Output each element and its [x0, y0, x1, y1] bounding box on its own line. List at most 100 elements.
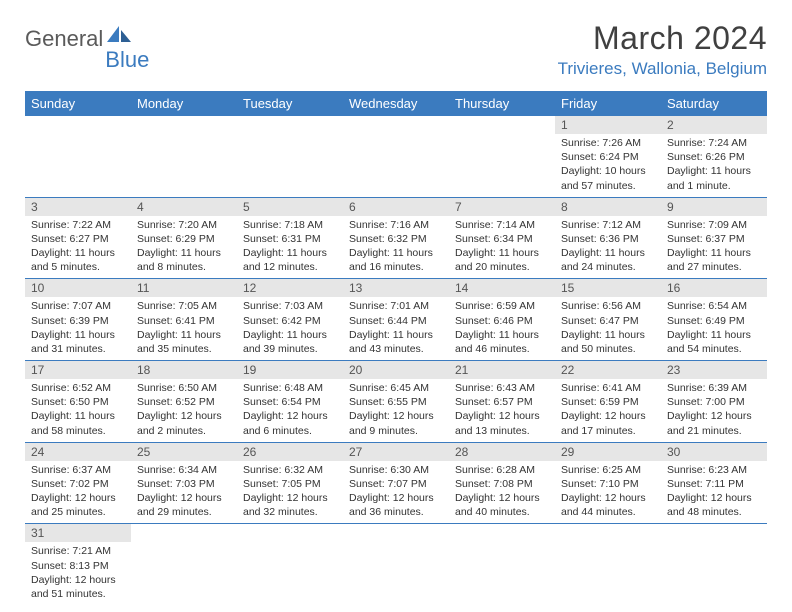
day-number: 16 [661, 279, 767, 297]
sunset-text: Sunset: 6:39 PM [31, 314, 125, 328]
daylight-text: Daylight: 11 hours and 8 minutes. [137, 246, 231, 274]
sunset-text: Sunset: 7:10 PM [561, 477, 655, 491]
day-number [131, 116, 237, 134]
cell-body [131, 542, 237, 548]
sunset-text: Sunset: 6:37 PM [667, 232, 761, 246]
day-header: Thursday [449, 91, 555, 116]
calendar-week-row: 24Sunrise: 6:37 AMSunset: 7:02 PMDayligh… [25, 442, 767, 524]
day-number [237, 524, 343, 542]
location-label: Trivieres, Wallonia, Belgium [558, 59, 767, 79]
calendar-cell [343, 524, 449, 605]
daylight-text: Daylight: 11 hours and 16 minutes. [349, 246, 443, 274]
day-number [25, 116, 131, 134]
daylight-text: Daylight: 12 hours and 25 minutes. [31, 491, 125, 519]
day-header: Sunday [25, 91, 131, 116]
calendar-cell [661, 524, 767, 605]
cell-body: Sunrise: 6:54 AMSunset: 6:49 PMDaylight:… [661, 297, 767, 360]
sunrise-text: Sunrise: 7:24 AM [667, 136, 761, 150]
cell-body: Sunrise: 7:07 AMSunset: 6:39 PMDaylight:… [25, 297, 131, 360]
sunset-text: Sunset: 7:08 PM [455, 477, 549, 491]
daylight-text: Daylight: 12 hours and 9 minutes. [349, 409, 443, 437]
cell-body: Sunrise: 6:32 AMSunset: 7:05 PMDaylight:… [237, 461, 343, 524]
sunset-text: Sunset: 7:00 PM [667, 395, 761, 409]
cell-body [237, 542, 343, 548]
daylight-text: Daylight: 12 hours and 6 minutes. [243, 409, 337, 437]
sunset-text: Sunset: 6:52 PM [137, 395, 231, 409]
calendar-cell [555, 524, 661, 605]
daylight-text: Daylight: 12 hours and 51 minutes. [31, 573, 125, 601]
day-number: 24 [25, 443, 131, 461]
sunrise-text: Sunrise: 7:03 AM [243, 299, 337, 313]
cell-body: Sunrise: 6:23 AMSunset: 7:11 PMDaylight:… [661, 461, 767, 524]
calendar-cell: 7Sunrise: 7:14 AMSunset: 6:34 PMDaylight… [449, 197, 555, 279]
sunrise-text: Sunrise: 7:09 AM [667, 218, 761, 232]
sunset-text: Sunset: 6:32 PM [349, 232, 443, 246]
sunset-text: Sunset: 6:26 PM [667, 150, 761, 164]
calendar-week-row: 3Sunrise: 7:22 AMSunset: 6:27 PMDaylight… [25, 197, 767, 279]
day-number: 1 [555, 116, 661, 134]
sunset-text: Sunset: 6:46 PM [455, 314, 549, 328]
daylight-text: Daylight: 12 hours and 13 minutes. [455, 409, 549, 437]
calendar-cell [449, 116, 555, 197]
cell-body: Sunrise: 7:21 AMSunset: 8:13 PMDaylight:… [25, 542, 131, 605]
calendar-cell: 29Sunrise: 6:25 AMSunset: 7:10 PMDayligh… [555, 442, 661, 524]
cell-body: Sunrise: 7:14 AMSunset: 6:34 PMDaylight:… [449, 216, 555, 279]
day-number: 8 [555, 198, 661, 216]
cell-body: Sunrise: 7:01 AMSunset: 6:44 PMDaylight:… [343, 297, 449, 360]
sunrise-text: Sunrise: 7:22 AM [31, 218, 125, 232]
day-number: 3 [25, 198, 131, 216]
daylight-text: Daylight: 11 hours and 46 minutes. [455, 328, 549, 356]
daylight-text: Daylight: 11 hours and 43 minutes. [349, 328, 443, 356]
sunrise-text: Sunrise: 7:26 AM [561, 136, 655, 150]
day-header-row: Sunday Monday Tuesday Wednesday Thursday… [25, 91, 767, 116]
sunset-text: Sunset: 6:54 PM [243, 395, 337, 409]
calendar-cell [25, 116, 131, 197]
cell-body: Sunrise: 6:59 AMSunset: 6:46 PMDaylight:… [449, 297, 555, 360]
cell-body: Sunrise: 6:25 AMSunset: 7:10 PMDaylight:… [555, 461, 661, 524]
calendar-cell: 16Sunrise: 6:54 AMSunset: 6:49 PMDayligh… [661, 279, 767, 361]
daylight-text: Daylight: 12 hours and 40 minutes. [455, 491, 549, 519]
calendar-cell: 24Sunrise: 6:37 AMSunset: 7:02 PMDayligh… [25, 442, 131, 524]
sunrise-text: Sunrise: 7:20 AM [137, 218, 231, 232]
calendar-cell: 2Sunrise: 7:24 AMSunset: 6:26 PMDaylight… [661, 116, 767, 197]
calendar-cell [449, 524, 555, 605]
sunrise-text: Sunrise: 7:16 AM [349, 218, 443, 232]
sunset-text: Sunset: 6:31 PM [243, 232, 337, 246]
calendar-cell: 13Sunrise: 7:01 AMSunset: 6:44 PMDayligh… [343, 279, 449, 361]
calendar-cell: 10Sunrise: 7:07 AMSunset: 6:39 PMDayligh… [25, 279, 131, 361]
sunrise-text: Sunrise: 7:18 AM [243, 218, 337, 232]
logo: GeneralBlue [25, 26, 149, 73]
sunset-text: Sunset: 6:29 PM [137, 232, 231, 246]
logo-sail-icon [107, 26, 133, 47]
calendar-cell [237, 524, 343, 605]
sunrise-text: Sunrise: 6:41 AM [561, 381, 655, 395]
calendar-cell: 23Sunrise: 6:39 AMSunset: 7:00 PMDayligh… [661, 361, 767, 443]
cell-body [449, 542, 555, 548]
day-number: 13 [343, 279, 449, 297]
sunset-text: Sunset: 7:05 PM [243, 477, 337, 491]
day-number: 31 [25, 524, 131, 542]
daylight-text: Daylight: 12 hours and 48 minutes. [667, 491, 761, 519]
sunrise-text: Sunrise: 6:37 AM [31, 463, 125, 477]
calendar-cell: 30Sunrise: 6:23 AMSunset: 7:11 PMDayligh… [661, 442, 767, 524]
month-title: March 2024 [558, 20, 767, 57]
sunset-text: Sunset: 6:47 PM [561, 314, 655, 328]
cell-body: Sunrise: 6:41 AMSunset: 6:59 PMDaylight:… [555, 379, 661, 442]
sunset-text: Sunset: 6:41 PM [137, 314, 231, 328]
calendar-cell: 3Sunrise: 7:22 AMSunset: 6:27 PMDaylight… [25, 197, 131, 279]
sunset-text: Sunset: 6:49 PM [667, 314, 761, 328]
cell-body: Sunrise: 6:50 AMSunset: 6:52 PMDaylight:… [131, 379, 237, 442]
cell-body [343, 134, 449, 140]
day-number [661, 524, 767, 542]
day-number: 27 [343, 443, 449, 461]
cell-body [343, 542, 449, 548]
cell-body: Sunrise: 6:48 AMSunset: 6:54 PMDaylight:… [237, 379, 343, 442]
sunrise-text: Sunrise: 7:12 AM [561, 218, 655, 232]
sunrise-text: Sunrise: 6:23 AM [667, 463, 761, 477]
day-number: 21 [449, 361, 555, 379]
sunset-text: Sunset: 7:03 PM [137, 477, 231, 491]
daylight-text: Daylight: 11 hours and 31 minutes. [31, 328, 125, 356]
calendar-week-row: 10Sunrise: 7:07 AMSunset: 6:39 PMDayligh… [25, 279, 767, 361]
daylight-text: Daylight: 11 hours and 39 minutes. [243, 328, 337, 356]
cell-body: Sunrise: 6:56 AMSunset: 6:47 PMDaylight:… [555, 297, 661, 360]
